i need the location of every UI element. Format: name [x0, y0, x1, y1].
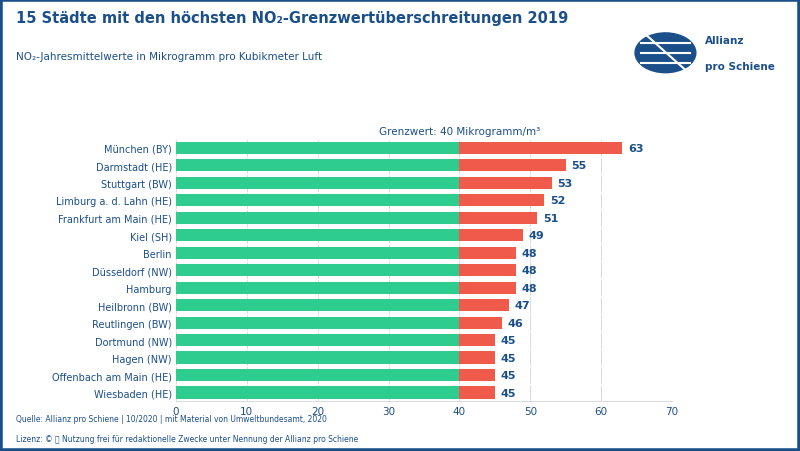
Text: Lizenz: © ⓘ Nutzung frei für redaktionelle Zwecke unter Nennung der Allianz pro : Lizenz: © ⓘ Nutzung frei für redaktionel… — [16, 434, 358, 443]
Text: 48: 48 — [522, 248, 538, 258]
Bar — [459, 387, 495, 399]
Text: 51: 51 — [543, 213, 558, 223]
Bar — [459, 317, 502, 329]
Bar — [459, 195, 545, 207]
Text: 47: 47 — [514, 300, 530, 310]
Bar — [459, 247, 516, 259]
Bar — [459, 143, 622, 155]
Bar — [459, 230, 523, 242]
Text: 53: 53 — [558, 179, 573, 189]
Bar — [459, 177, 551, 189]
Bar — [176, 195, 459, 207]
Bar — [176, 334, 459, 346]
Bar — [459, 369, 495, 382]
Text: 45: 45 — [501, 370, 516, 380]
Bar — [176, 299, 459, 312]
Text: 45: 45 — [501, 336, 516, 345]
Text: 48: 48 — [522, 266, 538, 276]
Text: pro Schiene: pro Schiene — [705, 62, 775, 72]
Bar — [176, 212, 459, 225]
Text: 49: 49 — [529, 231, 545, 241]
Text: 45: 45 — [501, 353, 516, 363]
Bar — [176, 387, 459, 399]
Text: Allianz: Allianz — [705, 36, 745, 46]
Bar — [176, 177, 459, 189]
Bar — [176, 247, 459, 259]
Bar — [459, 299, 509, 312]
Bar — [459, 334, 495, 346]
Bar — [176, 230, 459, 242]
Bar — [176, 264, 459, 277]
Bar — [459, 282, 516, 294]
Bar — [459, 160, 566, 172]
Text: NO₂-Jahresmittelwerte in Mikrogramm pro Kubikmeter Luft: NO₂-Jahresmittelwerte in Mikrogramm pro … — [16, 52, 322, 62]
Bar — [459, 212, 538, 225]
Bar — [176, 369, 459, 382]
Bar — [176, 160, 459, 172]
Bar — [176, 352, 459, 364]
Text: 45: 45 — [501, 388, 516, 398]
Bar — [459, 264, 516, 277]
Text: 15 Städte mit den höchsten NO₂-Grenzwertüberschreitungen 2019: 15 Städte mit den höchsten NO₂-Grenzwert… — [16, 11, 568, 26]
Circle shape — [635, 34, 696, 74]
Bar — [176, 282, 459, 294]
Bar — [176, 143, 459, 155]
Text: 63: 63 — [628, 143, 643, 153]
Text: 46: 46 — [508, 318, 523, 328]
Text: 48: 48 — [522, 283, 538, 293]
Bar — [176, 317, 459, 329]
Text: Grenzwert: 40 Mikrogramm/m³: Grenzwert: 40 Mikrogramm/m³ — [379, 127, 540, 137]
Text: Quelle: Allianz pro Schiene | 10/2020 | mit Material von Umweltbundesamt, 2020: Quelle: Allianz pro Schiene | 10/2020 | … — [16, 414, 327, 423]
Bar — [459, 352, 495, 364]
Text: 52: 52 — [550, 196, 566, 206]
Text: 55: 55 — [571, 161, 586, 171]
